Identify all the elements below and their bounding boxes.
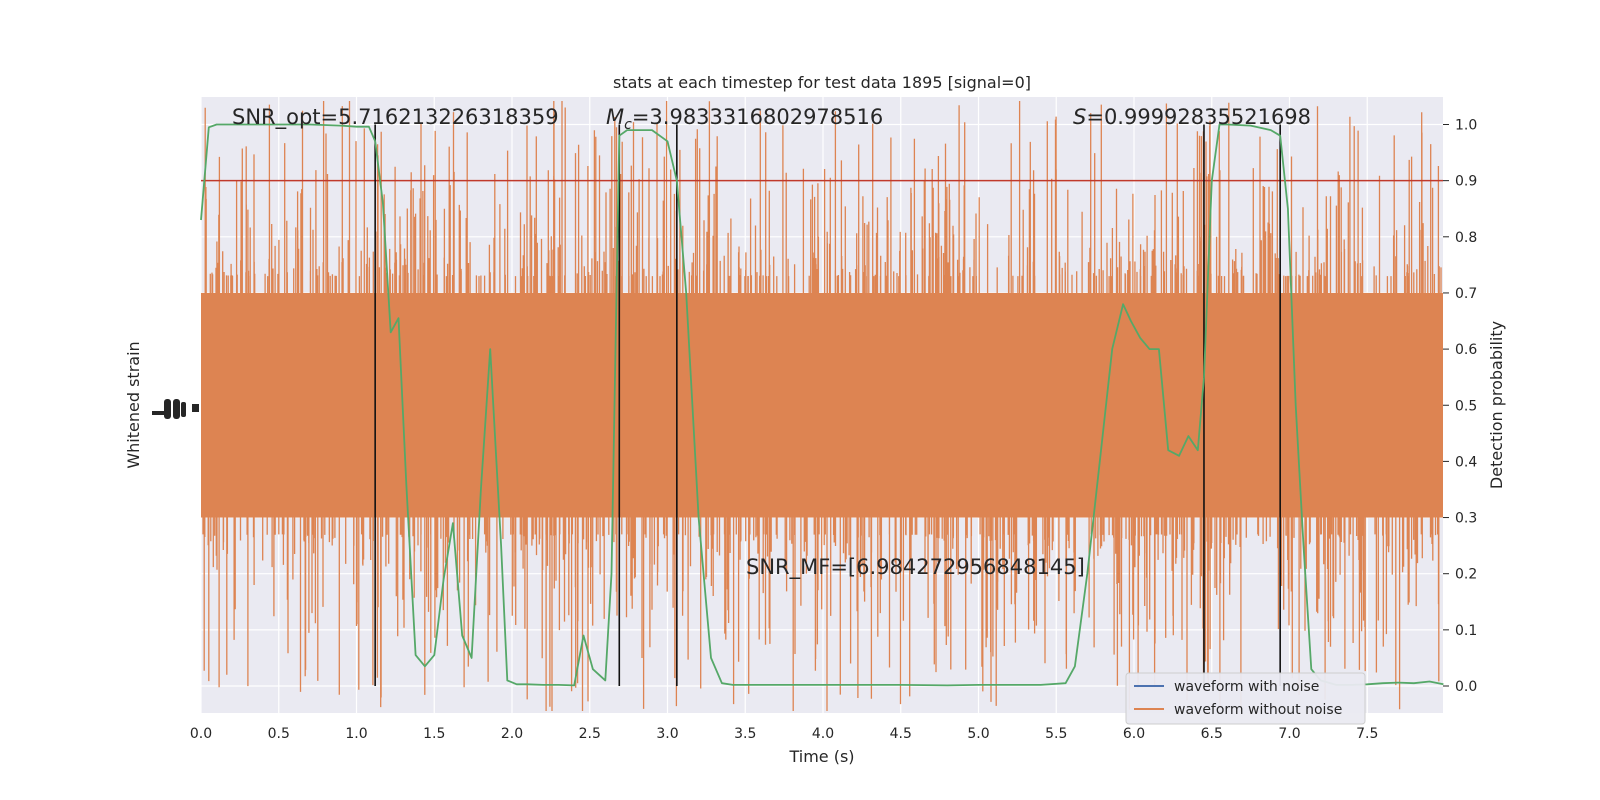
legend-box — [1125, 672, 1366, 725]
y-tick-label: 0.8 — [1455, 230, 1477, 246]
x-tick-label: 4.0 — [812, 726, 834, 742]
x-tick-label: 2.5 — [579, 726, 601, 742]
x-tick-label: 5.5 — [1045, 726, 1067, 742]
x-tick-label: 1.5 — [423, 726, 445, 742]
noise-band — [201, 292, 1443, 518]
legend-label-noisy: waveform with noise — [1174, 679, 1319, 695]
x-tick-label: 1.0 — [345, 726, 367, 742]
left-axis-garble — [152, 399, 199, 419]
y-tick-label: 0.1 — [1455, 623, 1477, 639]
x-tick-label: 7.0 — [1278, 726, 1300, 742]
chart-title: stats at each timestep for test data 189… — [613, 73, 1031, 92]
legend-label-clean: waveform without noise — [1174, 702, 1342, 718]
x-tick-label: 0.5 — [268, 726, 290, 742]
x-tick-label: 4.5 — [890, 726, 912, 742]
legend: waveform with noise waveform without noi… — [1125, 672, 1366, 725]
y-tick-label: 0.6 — [1455, 342, 1477, 358]
x-tick-label: 3.0 — [656, 726, 678, 742]
mc-annotation: Mc=3.9833316802978516 — [606, 105, 883, 133]
snr-opt-annotation: SNR_opt=5.716213226318359 — [232, 105, 559, 130]
x-axis-label: Time (s) — [788, 747, 854, 766]
y-tick-label: 0.5 — [1455, 398, 1477, 414]
s-annotation: S=0.99992835521698 — [1073, 105, 1311, 129]
y-tick-label: 0.7 — [1455, 286, 1477, 302]
x-tick-labels: 0.0 0.5 1.0 1.5 2.0 2.5 3.0 3.5 4.0 4.5 5.0 5.5 6.0 6… — [190, 726, 1379, 742]
y-tick-label: 0.0 — [1455, 679, 1477, 695]
y-tick-label: 1.0 — [1455, 118, 1477, 134]
y-tick-label: 0.2 — [1455, 567, 1477, 583]
y-tick-label: 0.3 — [1455, 511, 1477, 527]
x-tick-label: 5.0 — [967, 726, 989, 742]
vertical-markers — [374, 124, 1281, 686]
x-tick-label: 2.0 — [501, 726, 523, 742]
x-tick-label: 0.0 — [190, 726, 212, 742]
y-tick-label: 0.9 — [1455, 174, 1477, 190]
y-tick-label: 0.4 — [1455, 454, 1477, 470]
y-axis-label-right: Detection probability — [1487, 321, 1506, 489]
x-tick-label: 6.0 — [1123, 726, 1145, 742]
noise-spikes — [202, 101, 1442, 711]
probability-series-group — [200, 123, 1444, 687]
x-tick-label: 7.5 — [1356, 726, 1378, 742]
y-axis-label-left: Whitened strain — [124, 341, 143, 468]
noise-series — [201, 101, 1443, 711]
snr-mf-annotation: SNR_MF=[6.984272956848145] — [746, 555, 1085, 580]
x-tick-label: 6.5 — [1201, 726, 1223, 742]
x-tick-label: 3.5 — [734, 726, 756, 742]
y-right-tick-labels: 0.0 0.1 0.2 0.3 0.4 0.5 0.6 0.7 0.8 0.9 1.0 — [1443, 118, 1477, 695]
probability-line — [200, 123, 1444, 687]
